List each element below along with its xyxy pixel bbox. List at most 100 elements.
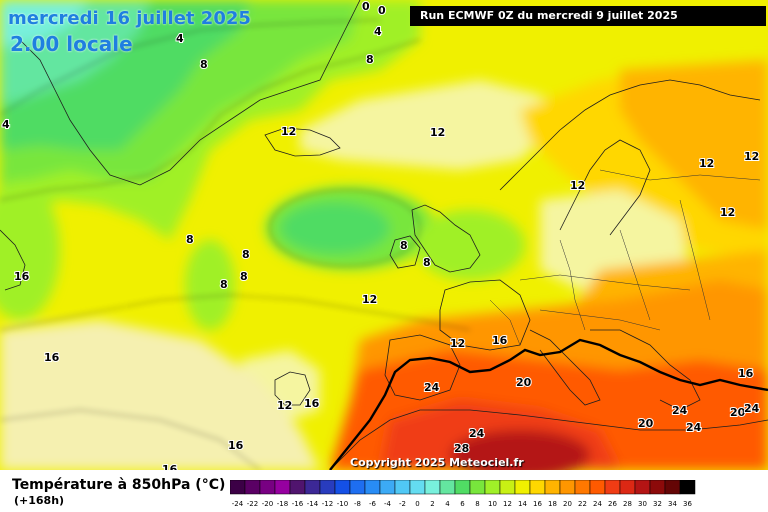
contour-label: 20 xyxy=(730,406,746,419)
border-1 xyxy=(519,274,691,291)
colorbar-swatch xyxy=(334,480,351,495)
contour-label: 8 xyxy=(220,278,228,291)
colorbar-tick-label: 28 xyxy=(623,500,632,508)
isotherms xyxy=(0,19,471,470)
contour-label: 28 xyxy=(454,442,469,455)
contour-label: 20 xyxy=(516,376,532,389)
contour-label: 8 xyxy=(400,239,408,252)
isotherm-12 xyxy=(0,294,471,331)
border-6 xyxy=(539,309,661,331)
contour-label: 4 xyxy=(2,118,10,131)
coast-greenland xyxy=(19,0,361,186)
colorbar-tick-label: -22 xyxy=(247,500,258,508)
temperature-map: 0 0 4 4 4 8 8 12 12 12 12 12 12 8 8 8 8 … xyxy=(0,0,768,470)
colorbar-swatch xyxy=(679,480,696,495)
temp-field-sahara-core xyxy=(450,430,590,470)
temp-field-uk-green xyxy=(415,210,525,280)
contour-label: 8 xyxy=(242,248,250,261)
contour-label: 8 xyxy=(240,270,248,283)
colorbar-tick-label: -14 xyxy=(307,500,319,508)
forecast-date-title: mercredi 16 juillet 2025 xyxy=(8,8,251,29)
colorbar-tick-label: 32 xyxy=(653,500,662,508)
contour-label: 24 xyxy=(672,404,688,417)
contour-label: 16 xyxy=(492,334,508,347)
temp-field-azores-green xyxy=(185,240,235,330)
coast-africa xyxy=(329,409,768,470)
colorbar-tick-label: -18 xyxy=(277,500,288,508)
colorbar-swatch xyxy=(274,480,291,495)
contour-labels: 0 0 4 4 4 8 8 12 12 12 12 12 12 8 8 8 8 … xyxy=(1,0,761,470)
colorbar-swatch xyxy=(589,480,606,495)
colorbar-tick-label: 34 xyxy=(668,500,677,508)
isotherm-8b xyxy=(269,189,421,267)
coast-azores xyxy=(274,371,311,406)
colorbar-swatch xyxy=(514,480,531,495)
colorbar-swatch xyxy=(244,480,261,495)
model-run-info: Run ECMWF 0Z du mercredi 9 juillet 2025 xyxy=(410,6,766,26)
colorbar-swatch xyxy=(304,480,321,495)
colorbar-tick-label: 6 xyxy=(460,500,465,508)
contour-label: 16 xyxy=(44,351,60,364)
contour-label: 16 xyxy=(228,439,244,452)
temp-field-russia xyxy=(620,60,768,230)
colorbar-tick-label: -24 xyxy=(232,500,244,508)
contour-label: 16 xyxy=(738,367,754,380)
colorbar-swatch xyxy=(604,480,621,495)
temp-field-west-green xyxy=(0,180,60,320)
colorbar-swatch xyxy=(499,480,516,495)
colorbar-swatch xyxy=(394,480,411,495)
isotherm-4 xyxy=(0,19,381,116)
borders xyxy=(489,169,761,346)
colorbar-swatch xyxy=(574,480,591,495)
colorbar-tick-label: -2 xyxy=(399,500,406,508)
contour-label: 8 xyxy=(423,256,431,269)
coast-iceland xyxy=(264,127,341,157)
colorbar-tick-label: 8 xyxy=(475,500,479,508)
contour-label: 16 xyxy=(14,270,30,283)
colorbar-tick-label: 36 xyxy=(683,500,692,508)
contour-label: 8 xyxy=(366,53,374,66)
colorbar-tick-label: -6 xyxy=(369,500,377,508)
contour-label: 8 xyxy=(200,58,208,71)
colorbar-tick-label: 16 xyxy=(533,500,542,508)
colorbar-tick-label: 24 xyxy=(593,500,602,508)
colorbar-swatch xyxy=(559,480,576,495)
colorbar-swatch xyxy=(529,480,546,495)
colorbar-swatch xyxy=(230,480,246,495)
colorbar-swatch xyxy=(484,480,501,495)
contour-label: 12 xyxy=(277,399,292,412)
coastlines xyxy=(0,0,768,470)
colorbar-tick-label: -8 xyxy=(354,500,361,508)
bold-isotherm-line xyxy=(329,338,768,470)
contour-label: 24 xyxy=(424,381,440,394)
contour-label: 12 xyxy=(430,126,445,139)
colorbar-swatch xyxy=(424,480,441,495)
colorbar-tick-label: 22 xyxy=(578,500,587,508)
temp-field-cold-cyan xyxy=(0,0,90,48)
contour-label: 24 xyxy=(744,402,760,415)
contour-label: 4 xyxy=(176,32,184,45)
contour-label: 4 xyxy=(374,25,382,38)
colorbar-swatch xyxy=(364,480,381,495)
isotherm-16 xyxy=(0,409,261,470)
colorbar-swatch xyxy=(319,480,336,495)
contour-label: 24 xyxy=(469,427,485,440)
colorbar-tick-label: 30 xyxy=(638,500,647,508)
colorbar-tick-label: -16 xyxy=(292,500,304,508)
contour-label: 8 xyxy=(186,233,194,246)
colorbar-swatch xyxy=(439,480,456,495)
coast-balkans xyxy=(590,329,701,411)
colorbar-tick-label: 26 xyxy=(608,500,617,508)
coast-sweden xyxy=(559,139,651,236)
coast-norway xyxy=(499,79,761,191)
colorbar-tick-label: 18 xyxy=(548,500,557,508)
isotherm-8a xyxy=(0,39,421,201)
colorbar-swatch xyxy=(454,480,471,495)
colorbar-swatch xyxy=(289,480,306,495)
contour-label: 12 xyxy=(450,337,465,350)
colorbar-swatch xyxy=(409,480,426,495)
lead-time-label: (+168h) xyxy=(14,494,65,507)
forecast-local-time: 2.00 locale xyxy=(10,32,133,56)
contour-label: 12 xyxy=(281,125,296,138)
